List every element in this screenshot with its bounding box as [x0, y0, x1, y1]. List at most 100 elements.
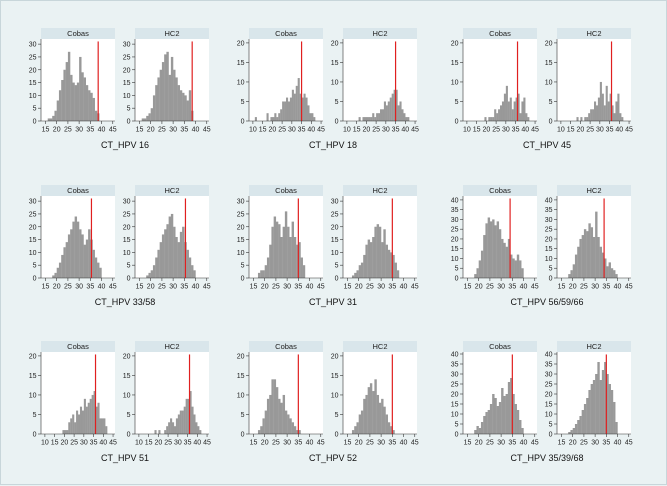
histogram-bar: [372, 113, 375, 121]
histogram-bar: [179, 90, 183, 121]
histogram-bar: [296, 244, 299, 278]
x-tick-label: 45: [625, 127, 633, 134]
panel-strip: [343, 28, 417, 39]
histogram-bar: [568, 274, 571, 278]
histogram-bar: [300, 257, 303, 278]
histogram-bar: [358, 265, 362, 278]
histogram-bar: [97, 262, 100, 278]
histogram-bar: [52, 275, 55, 278]
x-tick-label: 45: [109, 127, 117, 134]
histogram-bar: [189, 391, 192, 434]
histogram-bar: [52, 115, 55, 121]
histogram-bar: [376, 394, 380, 434]
histogram-bar: [572, 264, 576, 278]
y-tick-label: 5: [455, 266, 459, 273]
histogram-bar: [88, 229, 91, 278]
histogram-bar: [354, 272, 357, 278]
histogram-bar: [284, 101, 287, 121]
histogram-bar: [148, 113, 151, 121]
histogram-bar: [157, 249, 160, 278]
y-tick-label: 0: [335, 432, 339, 439]
histogram-bar: [62, 430, 65, 434]
x-tick-label: 15: [473, 127, 481, 134]
histogram-bar: [607, 101, 610, 121]
histogram-bar: [95, 406, 98, 434]
histogram-bar: [574, 254, 578, 278]
histogram-bar: [507, 382, 511, 434]
histogram-bar: [184, 95, 187, 121]
y-tick-label: 15: [123, 237, 131, 244]
x-tick-label: 40: [614, 284, 622, 291]
histogram-bar: [266, 113, 269, 121]
histogram-bar: [395, 89, 398, 121]
x-tick-label: 15: [344, 284, 352, 291]
x-tick-label: 45: [317, 284, 325, 291]
x-tick-label: 20: [60, 440, 68, 447]
histogram-bar: [72, 221, 75, 278]
y-tick-label: 10: [237, 79, 245, 86]
histogram-bar: [360, 410, 364, 434]
x-tick-label: 30: [377, 440, 385, 447]
histogram-bar: [525, 113, 528, 121]
histogram-bar: [385, 105, 388, 121]
x-tick-label: 35: [602, 440, 610, 447]
histogram-bar: [514, 260, 517, 278]
histogram-bar: [293, 93, 296, 121]
histogram-bar: [270, 117, 273, 121]
histogram-bar: [606, 266, 609, 278]
histogram-bar: [597, 97, 600, 121]
x-tick-label: 40: [192, 127, 200, 134]
y-tick-label: 20: [331, 40, 339, 47]
histogram-bar: [363, 254, 366, 278]
histogram-bar: [93, 391, 96, 434]
histogram-bar: [173, 226, 176, 278]
histogram-bar: [295, 85, 298, 121]
histogram-bar: [487, 217, 491, 278]
histogram-bar: [588, 390, 591, 434]
x-tick-label: 30: [382, 127, 390, 134]
x-tick-label: 30: [497, 284, 505, 291]
y-tick-label: 0: [127, 276, 131, 283]
x-tick-label: 25: [164, 440, 172, 447]
histogram-bar: [175, 418, 178, 434]
x-tick-label: 35: [180, 284, 188, 291]
panel-strip-label: Cobas: [275, 342, 297, 351]
histogram-bar: [65, 242, 69, 278]
x-tick-label: 40: [520, 440, 528, 447]
histogram-bar: [164, 229, 167, 278]
histogram-bar: [369, 242, 373, 278]
x-tick-label: 25: [64, 127, 72, 134]
y-tick-label: 20: [451, 236, 459, 243]
histogram-bar: [188, 257, 192, 278]
histogram-bar: [492, 219, 495, 278]
histogram-bar: [397, 105, 400, 121]
histogram-bar: [521, 101, 524, 121]
histogram-bar: [155, 257, 158, 278]
x-tick-label: 35: [294, 284, 302, 291]
histogram-bar: [183, 406, 186, 434]
histogram-bar: [590, 109, 593, 121]
x-tick-label: 30: [497, 440, 505, 447]
x-tick-label: 40: [400, 284, 408, 291]
y-tick-label: 15: [331, 373, 339, 380]
x-tick-label: 40: [98, 284, 106, 291]
y-tick-label: 25: [545, 227, 553, 234]
histogram-bar: [81, 410, 84, 434]
panel-strip-label: HC2: [372, 29, 387, 38]
histogram-bar: [158, 430, 161, 434]
x-tick-label: 45: [109, 284, 117, 291]
histogram-bar: [79, 56, 82, 121]
y-tick-label: 15: [331, 237, 339, 244]
panel-strip: [135, 185, 209, 196]
histogram-bar: [262, 418, 265, 434]
x-tick-label: 25: [366, 284, 374, 291]
histogram-bar: [274, 113, 277, 121]
y-tick-label: 20: [237, 40, 245, 47]
histogram-bar: [517, 93, 520, 121]
histogram-bar: [510, 254, 513, 278]
histogram-bar: [296, 430, 299, 434]
histogram-bar: [155, 85, 158, 121]
